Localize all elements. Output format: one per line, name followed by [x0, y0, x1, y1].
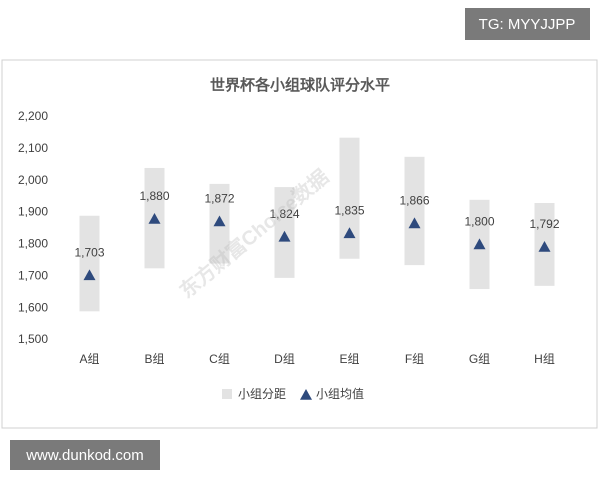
x-tick-label: E组 — [339, 352, 359, 366]
y-tick-label: 1,900 — [18, 205, 48, 219]
x-tick-label: B组 — [144, 352, 164, 366]
value-label: 1,792 — [529, 217, 559, 231]
mean-marker — [278, 230, 291, 242]
mean-marker — [83, 269, 96, 281]
chart-title: 世界杯各小组球队评分水平 — [210, 76, 390, 94]
y-tick-label: 1,500 — [18, 332, 48, 346]
legend-label: 小组均值 — [316, 386, 364, 401]
x-tick-label: C组 — [209, 352, 230, 366]
y-tick-label: 2,200 — [18, 109, 48, 123]
mean-marker — [408, 217, 421, 229]
y-tick-label: 1,800 — [18, 237, 48, 251]
mean-marker — [473, 238, 486, 250]
value-label: 1,800 — [464, 215, 494, 229]
y-tick-label: 1,600 — [18, 300, 48, 314]
value-label: 1,880 — [139, 189, 169, 203]
chart-frame — [1, 59, 598, 429]
mean-marker — [148, 212, 161, 224]
value-label: 1,824 — [269, 207, 299, 221]
mean-marker — [343, 227, 356, 239]
range-bar — [404, 156, 425, 266]
site-box — [10, 440, 160, 470]
x-tick-label: F组 — [405, 352, 424, 366]
value-label: 1,703 — [74, 246, 104, 260]
range-bar — [339, 137, 360, 259]
range-bar — [79, 215, 100, 312]
mean-marker — [213, 215, 226, 227]
y-tick-label: 2,000 — [18, 173, 48, 187]
y-tick-label: 1,700 — [18, 268, 48, 282]
site-text: www.dunkod.com — [25, 447, 144, 464]
x-tick-label: H组 — [534, 352, 555, 366]
legend-label: 小组分距 — [238, 387, 286, 401]
x-tick-label: G组 — [469, 352, 490, 366]
y-tick-label: 2,100 — [18, 141, 48, 155]
value-label: 1,835 — [334, 203, 364, 217]
mean-marker — [538, 240, 551, 252]
tag-box — [465, 8, 590, 40]
plot: 1,500 1,600 1,700 1,800 1,900 2,000 2,100 2,200… — [18, 109, 560, 401]
x-tick-label: A组 — [79, 352, 99, 366]
legend-swatch — [222, 389, 232, 399]
tag-text: TG: MYYJJPP — [479, 16, 576, 33]
value-label: 1,866 — [399, 194, 429, 208]
value-label: 1,872 — [204, 192, 234, 206]
legend-swatch — [300, 389, 312, 400]
x-tick-label: D组 — [274, 352, 295, 366]
